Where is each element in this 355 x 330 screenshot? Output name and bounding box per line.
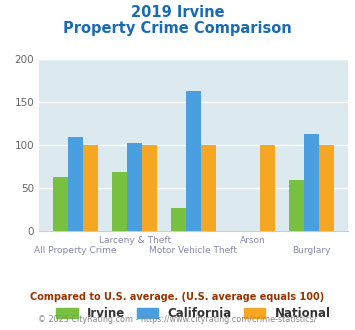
Bar	[53, 177, 68, 231]
Text: Compared to U.S. average. (U.S. average equals 100): Compared to U.S. average. (U.S. average …	[31, 292, 324, 302]
Bar	[127, 143, 142, 231]
Text: 2019 Irvine: 2019 Irvine	[131, 5, 224, 20]
Text: Motor Vehicle Theft: Motor Vehicle Theft	[149, 246, 237, 255]
Bar	[319, 145, 334, 231]
Bar	[304, 134, 319, 231]
Bar	[68, 137, 83, 231]
Text: Burglary: Burglary	[292, 246, 331, 255]
Legend: Irvine, California, National: Irvine, California, National	[52, 302, 335, 325]
Bar	[289, 180, 304, 231]
Text: Property Crime Comparison: Property Crime Comparison	[63, 21, 292, 36]
Bar	[260, 145, 275, 231]
Text: Arson: Arson	[240, 236, 265, 245]
Bar	[171, 208, 186, 231]
Text: © 2025 CityRating.com - https://www.cityrating.com/crime-statistics/: © 2025 CityRating.com - https://www.city…	[38, 315, 317, 324]
Text: Larceny & Theft: Larceny & Theft	[99, 236, 171, 245]
Bar	[83, 145, 98, 231]
Bar	[142, 145, 157, 231]
Text: All Property Crime: All Property Crime	[34, 246, 117, 255]
Bar	[201, 145, 216, 231]
Bar	[186, 91, 201, 231]
Bar	[112, 172, 127, 231]
